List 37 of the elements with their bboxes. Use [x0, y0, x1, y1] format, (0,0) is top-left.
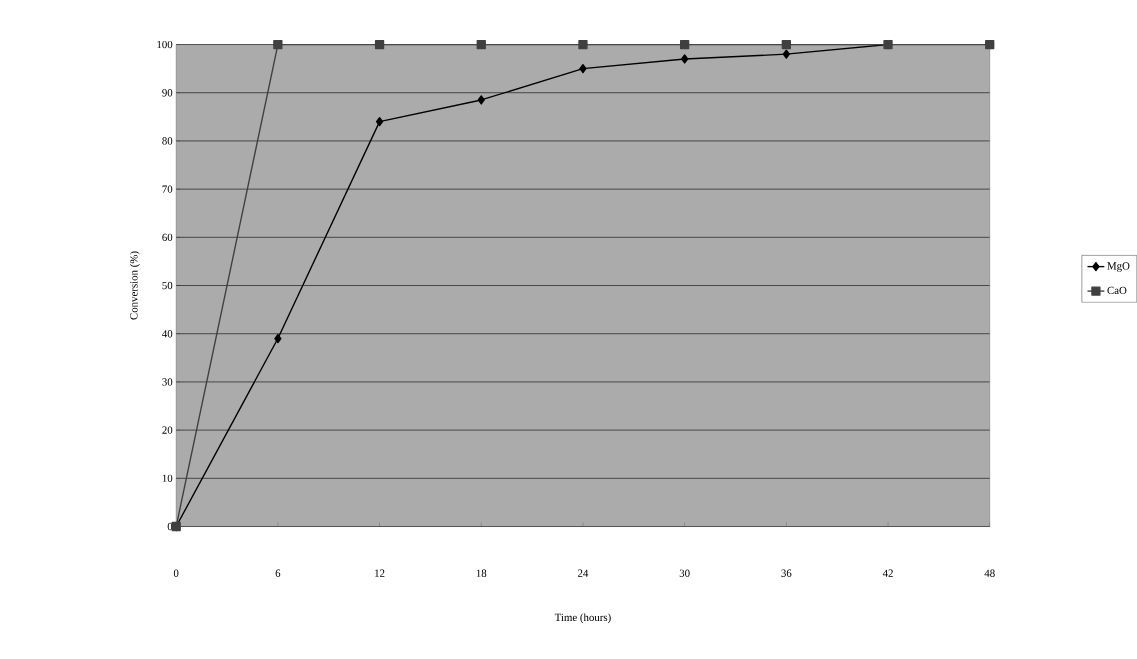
- x-tick-label: 30: [679, 569, 690, 577]
- y-tick-label: 10: [162, 474, 173, 482]
- y-tick-label: 70: [162, 185, 173, 193]
- y-tick-label: 20: [162, 426, 173, 434]
- legend-label: CaO: [1107, 286, 1127, 294]
- x-tick-label: 0: [173, 569, 179, 577]
- y-tick-label: 40: [162, 330, 173, 338]
- point: [477, 95, 485, 105]
- legend-label: MgO: [1107, 262, 1130, 272]
- point: [375, 116, 384, 127]
- x-axis-title: Time (hours): [554, 613, 611, 624]
- y-tick-label: 100: [157, 40, 173, 49]
- y-tick-label: 30: [162, 378, 173, 386]
- point: [781, 39, 791, 50]
- point: [578, 39, 588, 50]
- point: [374, 39, 385, 50]
- point: [476, 39, 486, 50]
- point: [680, 54, 689, 64]
- point: [782, 49, 790, 59]
- x-tick-label: 6: [275, 569, 281, 577]
- y-tick-label: 50: [162, 281, 173, 290]
- point: [985, 39, 995, 50]
- y-tick-label: 80: [162, 137, 173, 145]
- x-tick-label: 24: [578, 569, 589, 577]
- x-tick-label: 42: [882, 569, 893, 577]
- y-tick-label: 90: [162, 89, 173, 97]
- point: [274, 333, 282, 344]
- x-tick-label: 12: [375, 569, 385, 577]
- x-tick-label: 48: [984, 569, 995, 577]
- point: [579, 63, 587, 74]
- y-axis-title: Conversion (%): [129, 251, 140, 320]
- point: [680, 39, 690, 50]
- point: [273, 39, 283, 50]
- x-tick-label: 18: [476, 569, 487, 577]
- y-tick-label: 60: [162, 233, 173, 241]
- x-tick-label: 36: [781, 569, 792, 577]
- y-tick-label: 0: [167, 522, 173, 531]
